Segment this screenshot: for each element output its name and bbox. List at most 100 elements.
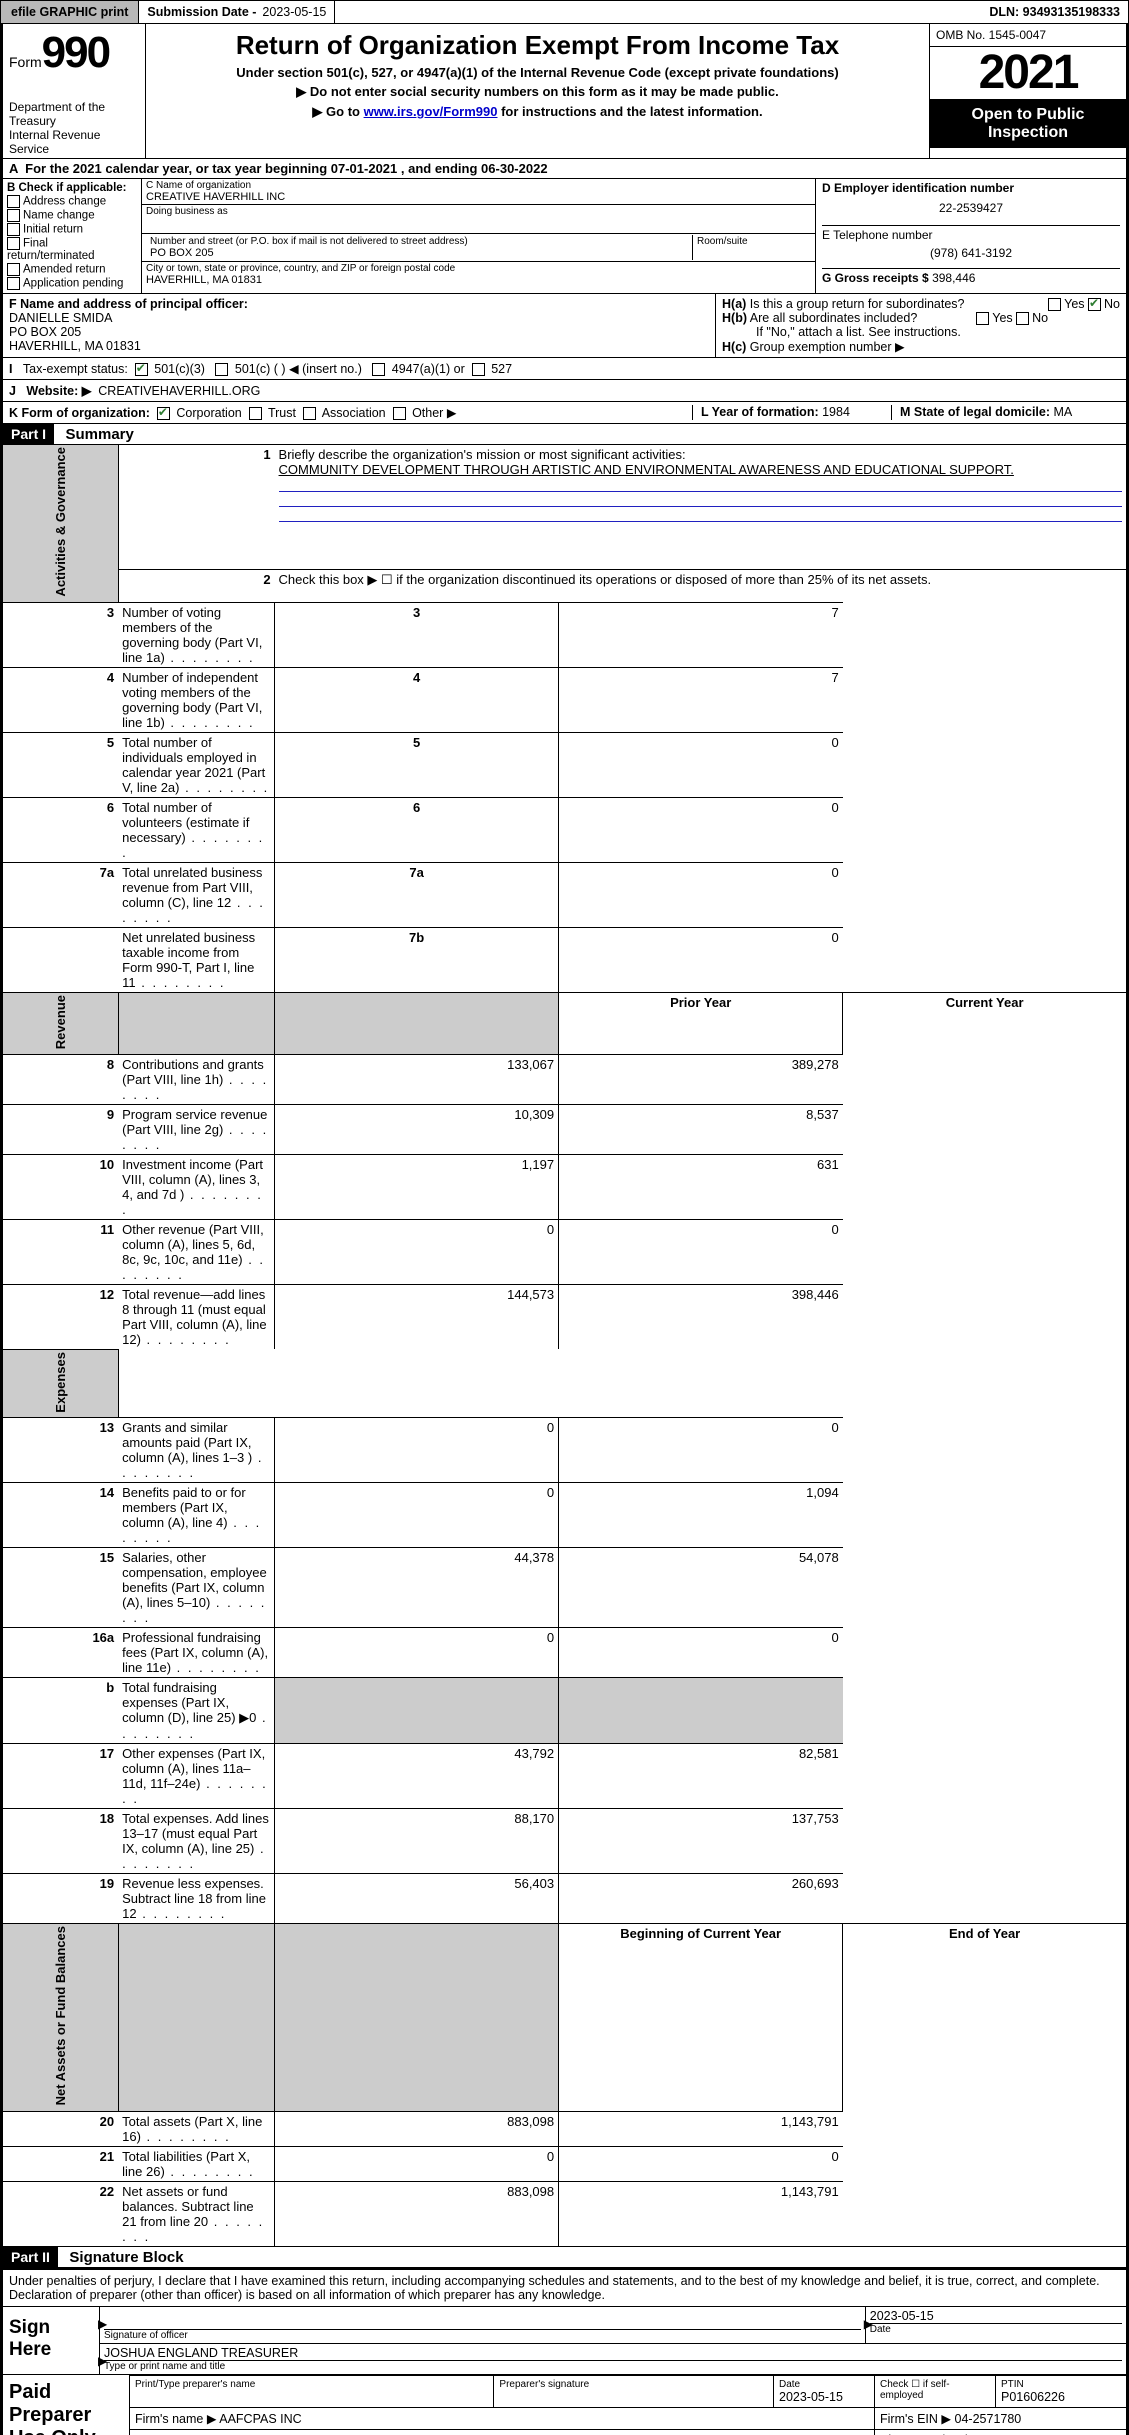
- row-prior: 0: [275, 1418, 559, 1483]
- efile-print-button[interactable]: efile GRAPHIC print: [1, 1, 139, 23]
- preparer-date-label: Date: [779, 2379, 869, 2390]
- dba-box: Doing business as: [142, 205, 815, 234]
- col-current-year: Current Year: [843, 992, 1126, 1054]
- chk-corporation[interactable]: [157, 407, 170, 420]
- row-label: Investment income (Part VIII, column (A)…: [118, 1155, 274, 1220]
- part-i-badge: Part I: [3, 424, 54, 444]
- preparer-sig-cell: Preparer's signature: [494, 2375, 774, 2407]
- row-value: 0: [559, 732, 843, 797]
- form-title: Return of Organization Exempt From Incom…: [154, 30, 921, 61]
- instructions-link[interactable]: www.irs.gov/Form990: [364, 104, 498, 119]
- row-box: 6: [275, 797, 559, 862]
- section-i: I Tax-exempt status: 501(c)(3) 501(c) ( …: [3, 357, 1126, 379]
- chk-address-change[interactable]: Address change: [7, 195, 137, 208]
- row-num: 4: [3, 667, 118, 732]
- row-current: 82,581: [559, 1744, 843, 1809]
- row-label: Net unrelated business taxable income fr…: [118, 927, 274, 992]
- form-id-block: Form990 Department of the Treasury Inter…: [3, 24, 146, 158]
- row-prior: 883,098: [275, 2111, 559, 2146]
- row-num: 15: [3, 1548, 118, 1628]
- officer-label: F Name and address of principal officer:: [9, 297, 709, 311]
- tax-year-end: 06-30-2022: [481, 161, 548, 176]
- officer-name-field: JOSHUA ENGLAND TREASURER Type or print n…: [99, 2344, 1126, 2374]
- chk-association[interactable]: [303, 407, 316, 420]
- open-to-public-badge: Open to Public Inspection: [930, 100, 1126, 148]
- row-box: 7b: [275, 927, 559, 992]
- opt-other: Other ▶: [412, 406, 456, 420]
- opt-4947: 4947(a)(1) or: [392, 362, 465, 376]
- chk-527[interactable]: [472, 363, 485, 376]
- ha-no[interactable]: [1088, 298, 1101, 311]
- sign-here-label: Sign Here: [3, 2307, 99, 2374]
- opt-527: 527: [491, 362, 512, 376]
- firm-phone: (508) 366-9100: [940, 2433, 1025, 2435]
- row-prior: 88,170: [275, 1809, 559, 1874]
- ein-value: 22-2539427: [822, 195, 1120, 221]
- h-c: H(c) Group exemption number ▶: [722, 339, 1120, 354]
- chk-application-pending[interactable]: Application pending: [7, 277, 137, 290]
- chk-other[interactable]: [393, 407, 406, 420]
- address-label: Number and street (or P.O. box if mail i…: [150, 236, 688, 247]
- form-number: 990: [42, 28, 109, 77]
- chk-amended-return[interactable]: Amended return: [7, 263, 137, 276]
- officer-signature-field[interactable]: Signature of officer: [99, 2307, 865, 2343]
- row-box: 4: [275, 667, 559, 732]
- row-box: 3: [275, 602, 559, 667]
- row-num: 9: [3, 1105, 118, 1155]
- h-note: If "No," attach a list. See instructions…: [722, 325, 1120, 339]
- firm-ein-cell: Firm's EIN ▶ 04-2571780: [875, 2407, 1127, 2429]
- submission-date-label: Submission Date -: [147, 5, 256, 19]
- self-employed-check[interactable]: Check ☐ if self-employed: [875, 2375, 996, 2407]
- hb-yes[interactable]: [976, 312, 989, 325]
- no-label: No: [1104, 297, 1120, 311]
- perjury-statement: Under penalties of perjury, I declare th…: [3, 2270, 1126, 2306]
- officer-city: HAVERHILL, MA 01831: [9, 339, 709, 353]
- row-num: b: [3, 1678, 118, 1744]
- opt-corporation: Corporation: [176, 406, 241, 420]
- state-domicile-label: M State of legal domicile:: [900, 405, 1050, 419]
- row-prior: 0: [275, 1628, 559, 1678]
- part-ii-badge: Part II: [3, 2247, 58, 2267]
- row-num: 7a: [3, 862, 118, 927]
- row-current: 260,693: [559, 1874, 843, 1924]
- chk-final-return[interactable]: Final return/terminated: [7, 237, 137, 262]
- chk-trust[interactable]: [249, 407, 262, 420]
- address-value: PO BOX 205: [150, 247, 688, 259]
- mission-blank-1: [279, 477, 1122, 492]
- row-value: 7: [559, 667, 843, 732]
- row-label: Other expenses (Part IX, column (A), lin…: [118, 1744, 274, 1809]
- row-num: 20: [3, 2111, 118, 2146]
- col-d-ein-phone: D Employer identification number 22-2539…: [816, 179, 1126, 293]
- tax-year: 2021: [930, 47, 1126, 100]
- row-current: 0: [559, 2146, 843, 2181]
- chk-501c[interactable]: [215, 363, 228, 376]
- side-revenue: Revenue: [53, 995, 68, 1049]
- row-num: 10: [3, 1155, 118, 1220]
- row-label: Total number of individuals employed in …: [118, 732, 274, 797]
- col-c-org-info: C Name of organization CREATIVE HAVERHIL…: [142, 179, 816, 293]
- dln-label: DLN:: [989, 5, 1019, 19]
- top-toolbar: efile GRAPHIC print Submission Date - 20…: [0, 0, 1129, 24]
- part-i-header: Part I Summary: [3, 423, 1126, 444]
- row-num: 13: [3, 1418, 118, 1483]
- gross-receipts: G Gross receipts $ 398,446: [822, 268, 1120, 285]
- chk-initial-return[interactable]: Initial return: [7, 223, 137, 236]
- preparer-date: 2023-05-15: [779, 2390, 869, 2404]
- row-num: 5: [3, 732, 118, 797]
- state-domicile-value: MA: [1054, 405, 1073, 419]
- gross-receipts-value: 398,446: [932, 271, 975, 285]
- hb-no[interactable]: [1016, 312, 1029, 325]
- signature-date: 2023-05-15: [870, 2309, 1122, 2323]
- form-year-block: OMB No. 1545-0047 2021 Open to Public In…: [930, 24, 1126, 158]
- chk-501c3[interactable]: [135, 363, 148, 376]
- ha-yes[interactable]: [1048, 298, 1061, 311]
- side-expenses: Expenses: [53, 1352, 68, 1413]
- h-b: H(b) Are all subordinates included? Yes …: [722, 311, 1120, 325]
- row-label: Number of independent voting members of …: [118, 667, 274, 732]
- chk-4947[interactable]: [372, 363, 385, 376]
- row-prior: 1,197: [275, 1155, 559, 1220]
- row-current: 389,278: [559, 1055, 843, 1105]
- row-prior: 10,309: [275, 1105, 559, 1155]
- preparer-name-label: Print/Type preparer's name: [135, 2379, 488, 2390]
- chk-name-change[interactable]: Name change: [7, 209, 137, 222]
